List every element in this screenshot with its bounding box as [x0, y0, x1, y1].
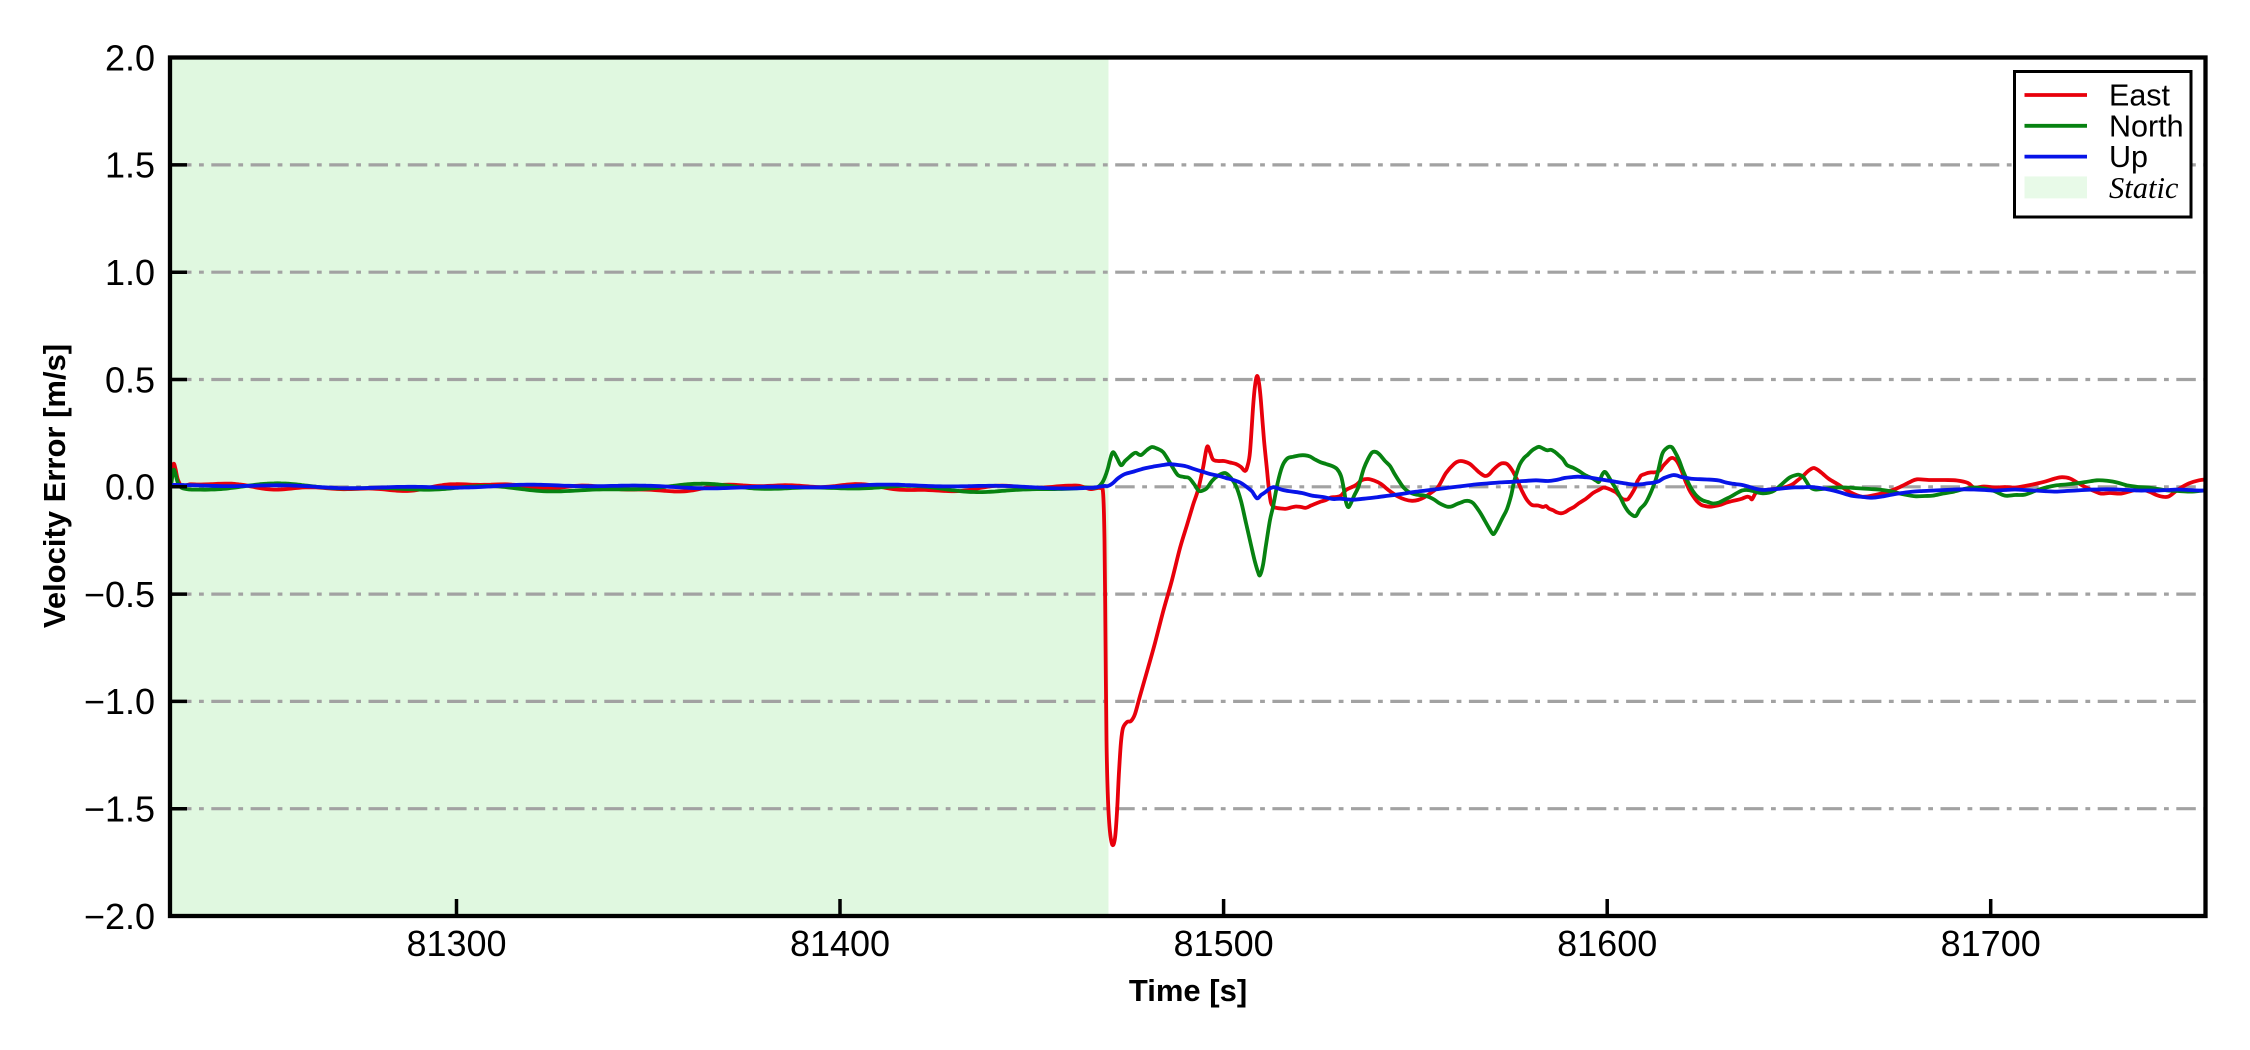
svg-text:81600: 81600 [1557, 923, 1657, 964]
svg-text:Velocity Error [m/s]: Velocity Error [m/s] [37, 344, 72, 628]
svg-text:0.5: 0.5 [105, 359, 155, 400]
svg-text:East: East [2109, 79, 2171, 113]
svg-text:Up: Up [2109, 140, 2148, 174]
svg-text:Static: Static [2109, 171, 2179, 205]
svg-text:North: North [2109, 109, 2184, 143]
svg-text:1.5: 1.5 [105, 145, 155, 186]
svg-text:81300: 81300 [406, 923, 506, 964]
svg-text:1.0: 1.0 [105, 252, 155, 293]
svg-text:81700: 81700 [1941, 923, 2041, 964]
svg-text:−1.0: −1.0 [84, 681, 155, 722]
svg-text:2.0: 2.0 [105, 37, 155, 78]
svg-text:81400: 81400 [790, 923, 890, 964]
svg-text:−2.0: −2.0 [84, 896, 155, 937]
svg-text:81500: 81500 [1174, 923, 1274, 964]
svg-text:0.0: 0.0 [105, 467, 155, 508]
svg-text:Time [s]: Time [s] [1129, 973, 1247, 1008]
svg-text:−1.5: −1.5 [84, 789, 155, 830]
svg-text:−0.5: −0.5 [84, 574, 155, 615]
